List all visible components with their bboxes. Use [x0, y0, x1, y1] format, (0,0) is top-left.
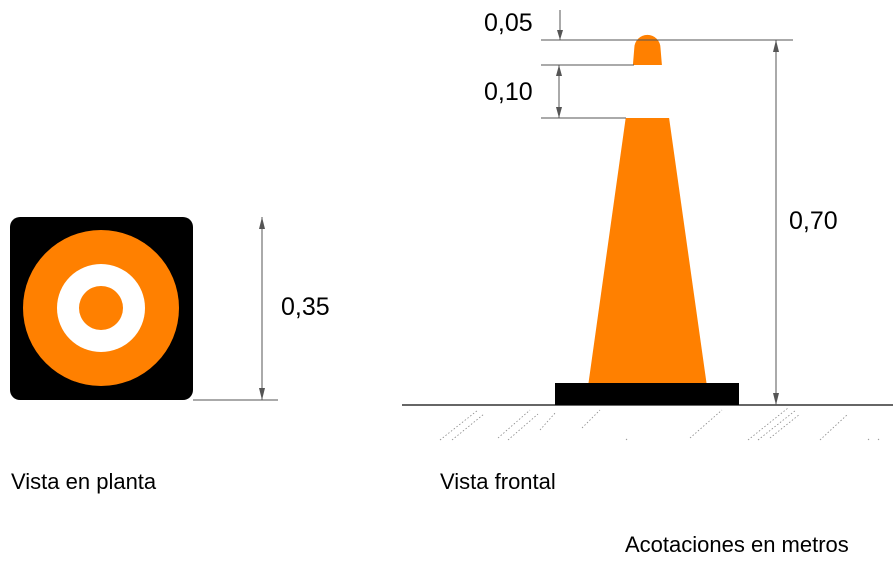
front-view-dimensions [541, 10, 793, 405]
plan-view-dimension [193, 217, 278, 401]
height-dimension-label: 0,70 [789, 207, 838, 235]
cone-base [555, 383, 739, 405]
cone-tip [632, 34, 662, 65]
plan-view-caption: Vista en planta [11, 469, 157, 494]
plan-view-dimension-label: 0,35 [281, 293, 330, 321]
ground-hatching [439, 407, 881, 441]
units-note: Acotaciones en metros [625, 532, 849, 557]
cone-white-band [625, 65, 670, 118]
plan-view-tip [79, 286, 123, 330]
front-view-caption: Vista frontal [440, 469, 556, 494]
cone-lower-body [588, 118, 707, 383]
plan-view-drawing [10, 217, 193, 400]
band-dimension-label: 0,10 [484, 78, 533, 106]
tip-dimension-label: 0,05 [484, 9, 533, 37]
front-view-cone [555, 34, 739, 405]
